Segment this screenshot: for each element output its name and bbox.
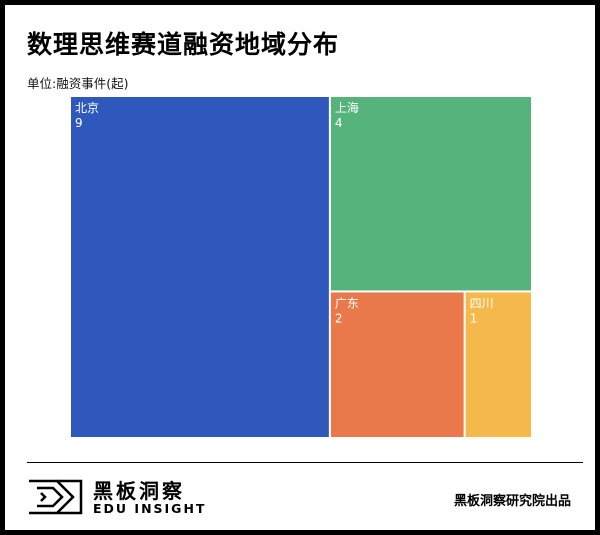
logo-name: 黑板洞察 <box>93 479 185 503</box>
treemap-cell-name: 广东 <box>335 296 359 310</box>
treemap-cell-name: 上海 <box>335 100 359 115</box>
footer-divider <box>27 462 583 463</box>
treemap-cell <box>330 97 531 291</box>
edu-insight-logo-icon <box>29 479 83 515</box>
treemap-cell-value: 4 <box>335 116 343 130</box>
treemap-cell-value: 2 <box>335 311 343 325</box>
logo-subtitle: EDU INSIGHT <box>93 501 207 516</box>
chart-title: 数理思维赛道融资地域分布 <box>27 30 340 59</box>
treemap-cell <box>330 292 464 437</box>
treemap-cell-value: 9 <box>75 116 83 130</box>
treemap-chart: 北京9 上海4 广东2 四川1 <box>71 97 531 437</box>
treemap-cell-name: 北京 <box>75 101 99 115</box>
treemap-cell <box>71 97 329 437</box>
treemap-cell-name: 四川 <box>470 296 494 310</box>
treemap-cell-value: 1 <box>470 311 478 325</box>
credit-text: 黑板洞察研究院出品 <box>453 494 571 509</box>
treemap-cell <box>465 292 531 437</box>
unit-label: 单位:融资事件(起) <box>27 76 129 91</box>
